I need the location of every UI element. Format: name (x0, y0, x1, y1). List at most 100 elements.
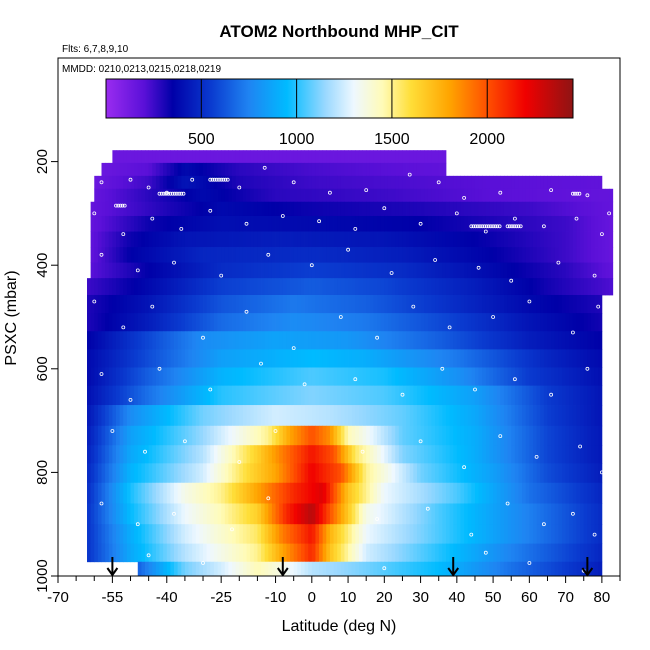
heatmap-cell (322, 215, 327, 232)
heatmap-cell (315, 463, 320, 484)
heatmap-cell (449, 524, 454, 545)
heatmap-cell (366, 231, 371, 248)
heatmap-cell (580, 367, 585, 387)
heatmap-cell (155, 561, 160, 577)
heatmap-cell (322, 278, 327, 296)
heatmap-cell (362, 524, 367, 545)
heatmap-cell (478, 175, 483, 190)
heatmap-cell (438, 331, 443, 350)
heatmap-cell (387, 150, 392, 164)
heatmap-cell (431, 331, 436, 350)
heatmap-cell (485, 215, 490, 232)
heatmap-cell (358, 231, 363, 248)
heatmap-cell (373, 278, 378, 296)
heatmap-cell (297, 543, 302, 563)
heatmap-cell (409, 215, 414, 232)
heatmap-cell (170, 231, 175, 248)
heatmap-cell (184, 561, 189, 577)
heatmap-cell (565, 215, 570, 232)
heatmap-cell (500, 278, 505, 296)
heatmap-cell (493, 524, 498, 545)
heatmap-cell (155, 503, 160, 525)
heatmap-cell (594, 349, 599, 368)
heatmap-cell (525, 262, 530, 279)
heatmap-cell (130, 524, 135, 545)
heatmap-cell (464, 503, 469, 525)
heatmap-cell (184, 215, 189, 232)
heatmap-cell (594, 188, 599, 203)
heatmap-cell (609, 188, 614, 203)
heatmap-cell (420, 367, 425, 387)
heatmap-cell (228, 463, 233, 484)
heatmap-cell (380, 294, 385, 314)
heatmap-cell (489, 543, 494, 563)
data-marker (497, 224, 502, 229)
heatmap-cell (438, 445, 443, 464)
heatmap-cell (195, 385, 200, 406)
heatmap-cell (471, 349, 476, 368)
heatmap-cell (279, 162, 284, 177)
heatmap-cell (340, 367, 345, 387)
heatmap-cell (119, 463, 124, 484)
data-marker (327, 190, 332, 195)
heatmap-cell (293, 349, 298, 368)
heatmap-cell (456, 367, 461, 387)
heatmap-cell (587, 188, 592, 203)
heatmap-cell (532, 313, 538, 332)
heatmap-cell (232, 201, 237, 217)
heatmap-cell (554, 331, 559, 350)
heatmap-cell (235, 201, 240, 217)
heatmap-cell (518, 313, 523, 332)
heatmap-cell (268, 150, 273, 164)
heatmap-cell (358, 425, 363, 446)
heatmap-cell (482, 445, 487, 464)
heatmap-cell (532, 543, 538, 563)
heatmap-cell (97, 262, 102, 279)
heatmap-cell (275, 162, 280, 177)
heatmap-cell (261, 188, 266, 203)
heatmap-cell (304, 262, 309, 279)
heatmap-cell (572, 463, 577, 484)
heatmap-cell (221, 463, 226, 484)
heatmap-cell (329, 201, 334, 217)
heatmap-cell (311, 524, 316, 545)
heatmap-cell (130, 503, 135, 525)
data-marker (592, 532, 597, 537)
heatmap-cell (123, 262, 128, 279)
heatmap-cell (478, 278, 483, 296)
heatmap-cell (195, 294, 200, 314)
heatmap-cell (384, 294, 389, 314)
heatmap-cell (163, 349, 168, 368)
heatmap-cell (199, 188, 204, 203)
heatmap-cell (460, 188, 465, 203)
heatmap-cell (561, 313, 567, 332)
heatmap-cell (174, 175, 179, 190)
heatmap-cell (598, 543, 603, 563)
heatmap-cell (358, 313, 363, 332)
heatmap-cell (166, 215, 171, 232)
heatmap-cell (126, 445, 131, 464)
heatmap-cell (507, 367, 512, 387)
data-marker (79, 165, 84, 170)
heatmap-cell (358, 215, 363, 232)
heatmap-cell (246, 201, 251, 217)
heatmap-cell (319, 262, 324, 279)
heatmap-cell (145, 445, 150, 464)
heatmap-cell (547, 543, 552, 563)
heatmap-cell (503, 278, 508, 296)
heatmap-cell (431, 175, 436, 190)
heatmap-cell (97, 367, 102, 387)
heatmap-cell (97, 503, 102, 525)
heatmap-cell (358, 463, 363, 484)
data-marker (484, 224, 489, 229)
heatmap-cell (97, 524, 102, 545)
heatmap-cell (199, 150, 204, 164)
heatmap-cell (424, 349, 429, 368)
heatmap-cell (210, 162, 215, 177)
heatmap-cell (387, 503, 392, 525)
heatmap-cell (293, 425, 298, 446)
heatmap-cell (257, 561, 262, 577)
heatmap-cell (188, 561, 193, 577)
heatmap-cell (311, 150, 316, 164)
heatmap-cell (188, 445, 193, 464)
